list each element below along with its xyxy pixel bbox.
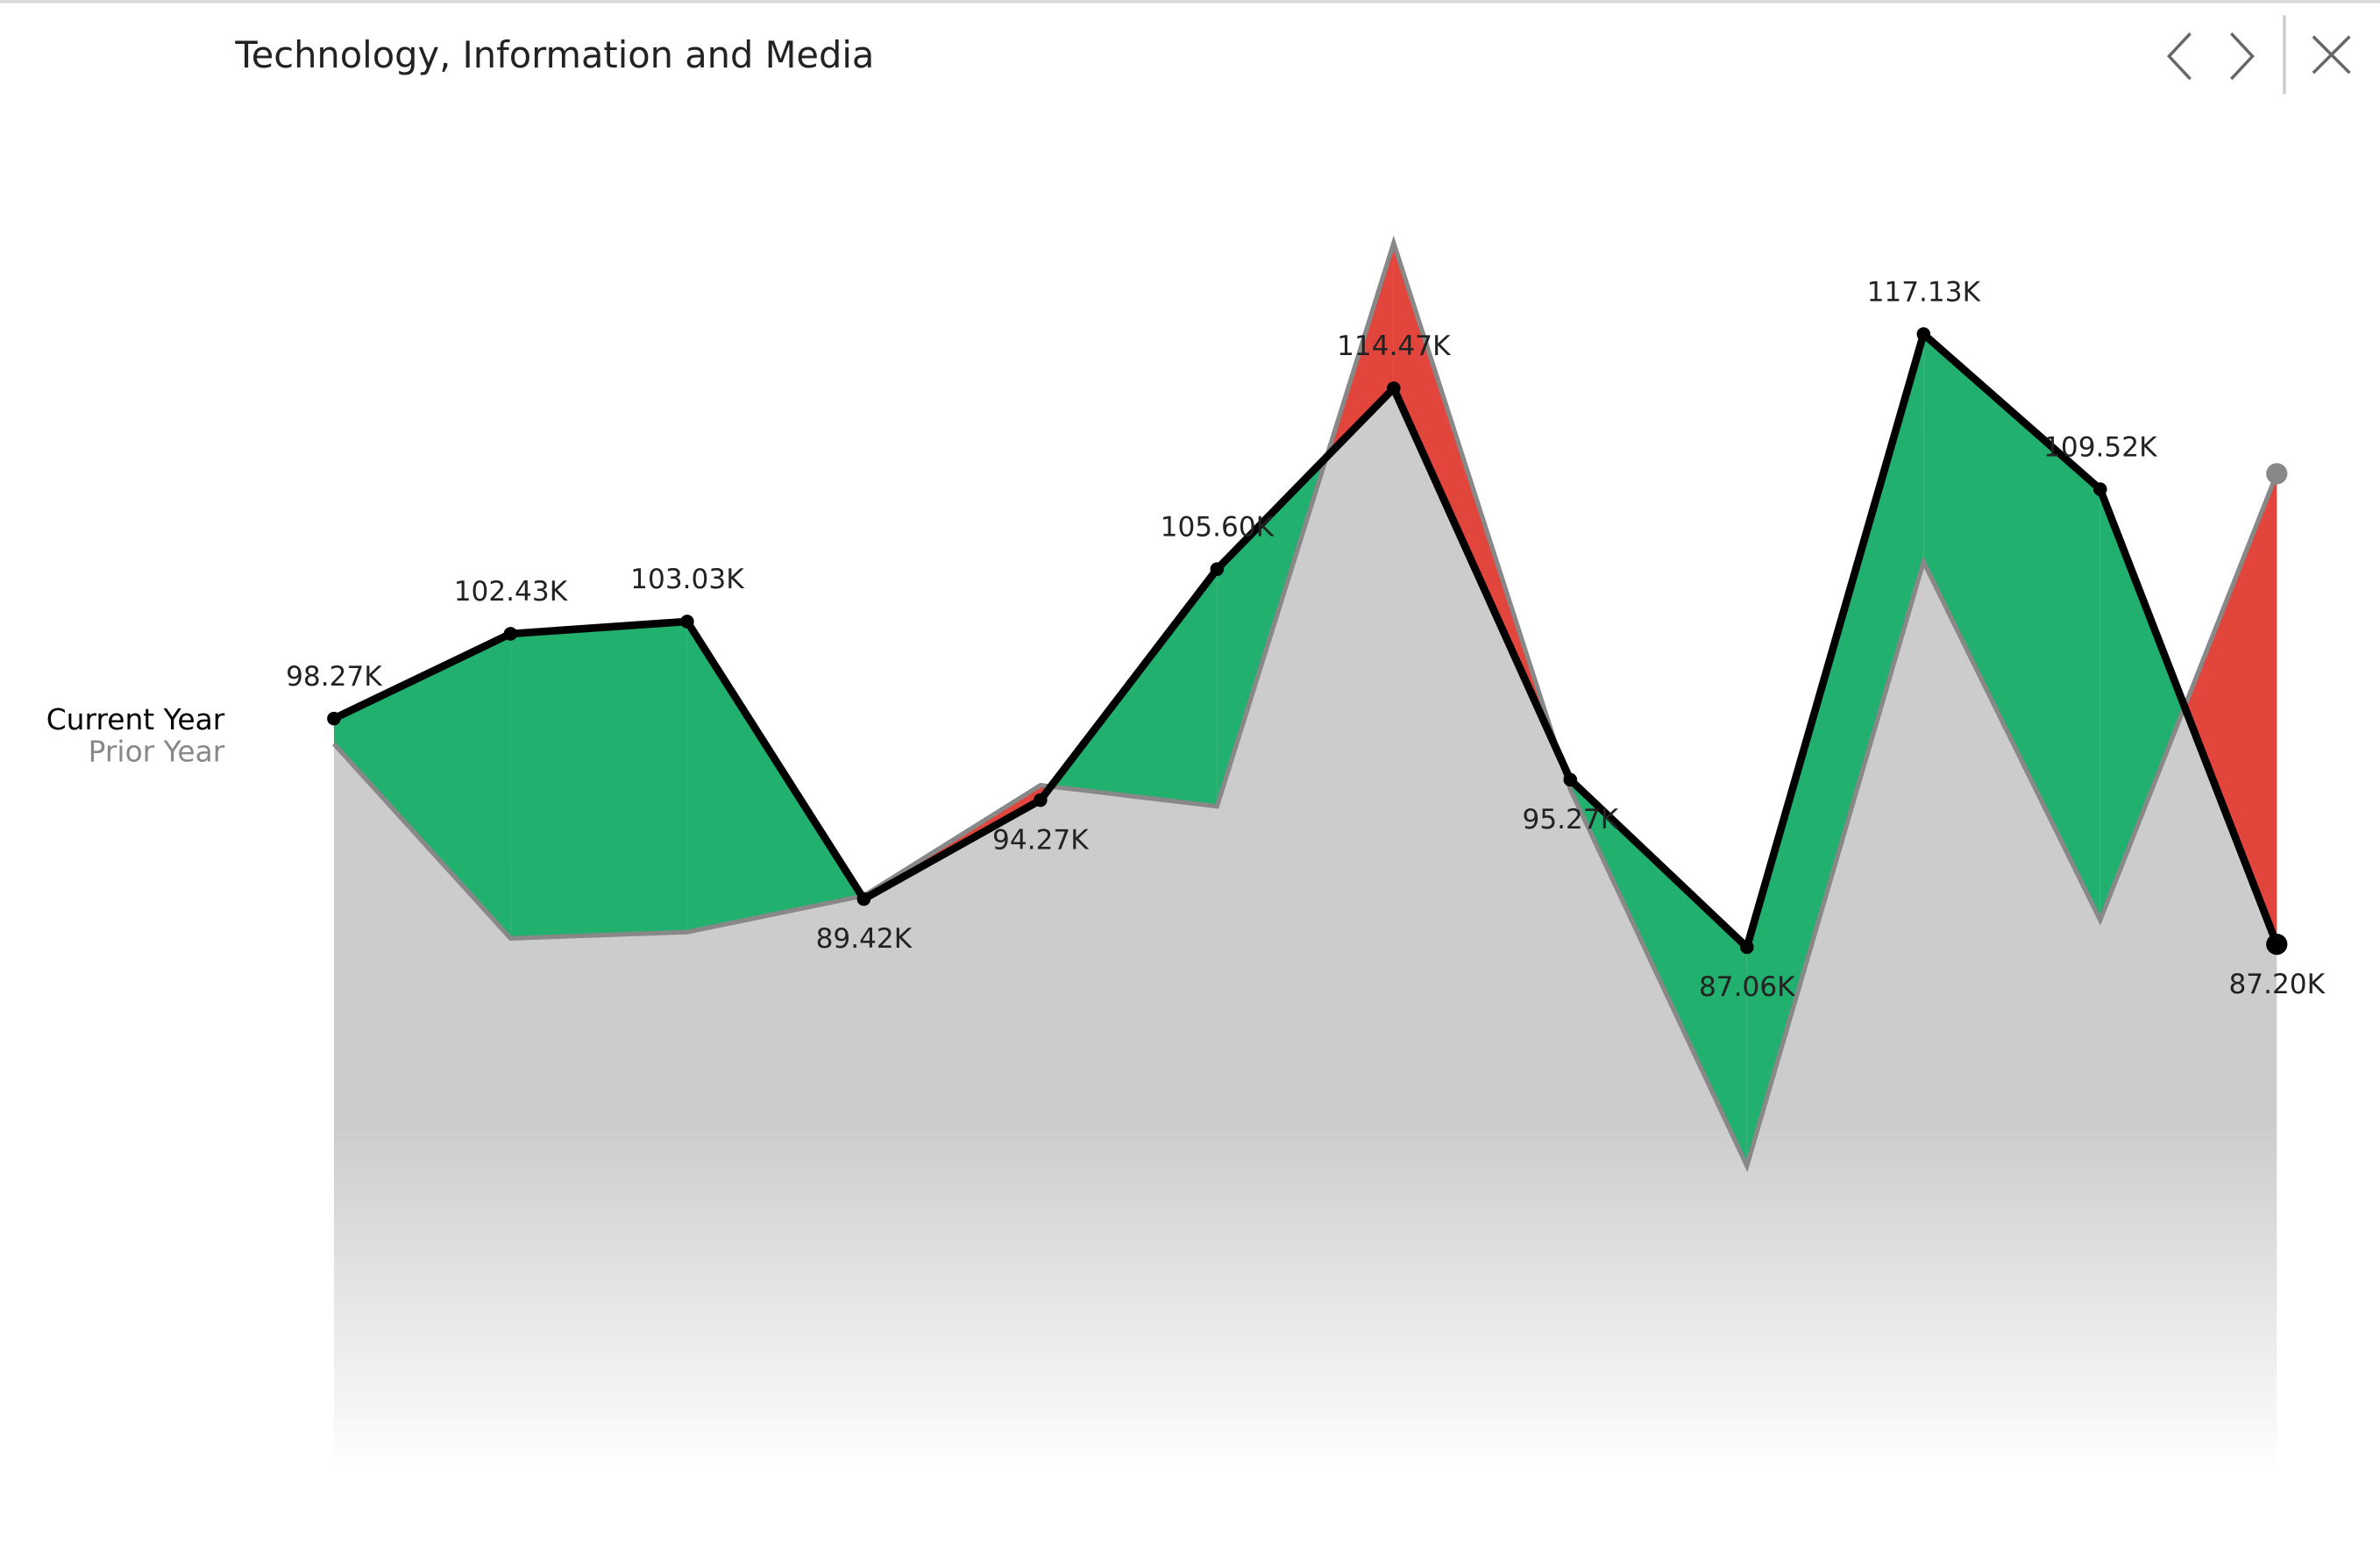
chart-title: Technology, Information and Media <box>234 33 874 76</box>
close-button[interactable] <box>2312 35 2351 75</box>
value-label: 89.42K <box>816 923 913 955</box>
value-label: 87.06K <box>1699 971 1796 1003</box>
prior-line <box>332 235 2279 1173</box>
current-point <box>680 615 694 629</box>
current-point <box>2092 482 2107 496</box>
legend-current: Current Year <box>46 702 225 736</box>
current-point <box>1740 940 1754 955</box>
current-point <box>503 627 518 641</box>
legend-prior: Prior Year <box>89 734 225 768</box>
current-point <box>1034 793 1048 807</box>
current-point <box>1916 327 1931 341</box>
current-line <box>332 330 2281 951</box>
value-label: 114.47K <box>1337 331 1452 362</box>
current-point <box>856 892 871 907</box>
prior-end-dot <box>2266 463 2288 485</box>
value-label: 105.60K <box>1161 511 1275 543</box>
value-label: 109.52K <box>2043 431 2158 463</box>
prior-area <box>333 243 2277 1470</box>
difference-band <box>510 621 687 939</box>
value-label: 87.20K <box>2228 969 2326 1000</box>
difference-band <box>2099 489 2185 921</box>
difference-band <box>1923 334 2100 921</box>
value-label: 102.43K <box>454 576 569 608</box>
current-point <box>1210 562 1225 576</box>
value-label: 95.27K <box>1523 804 1620 835</box>
difference-band <box>686 621 863 933</box>
difference-band <box>1746 334 1924 1166</box>
current-point <box>1563 772 1578 787</box>
value-label: 103.03K <box>630 564 745 595</box>
current-point <box>327 711 341 726</box>
current-point <box>2266 933 2288 956</box>
difference-band <box>333 633 511 939</box>
nav-next[interactable] <box>2230 32 2255 81</box>
plot-area: 98.27K 102.43K 103.03K 89.42K 94.27K 105.60K 1… <box>286 235 2327 1470</box>
value-label: 117.13K <box>1867 276 1982 308</box>
nav-prev[interactable] <box>2166 32 2192 81</box>
value-label: 98.27K <box>286 661 383 693</box>
difference-band <box>2185 473 2277 945</box>
current-point <box>1387 381 1401 395</box>
value-label: 94.27K <box>992 824 1090 856</box>
